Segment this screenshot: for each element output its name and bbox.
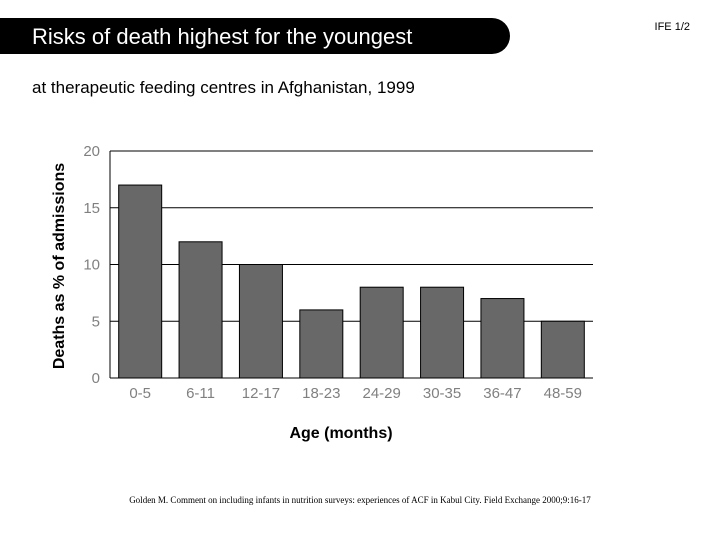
title-bar xyxy=(0,18,510,54)
bar-0-5 xyxy=(118,184,163,379)
chart-subtitle: at therapeutic feeding centres in Afghan… xyxy=(32,78,415,97)
x-tick-labels: 0-5 6-11 12-17 18-23 24-29 30-35 36-47 48-59 xyxy=(129,385,582,402)
y-tick-label: 0 xyxy=(92,370,100,387)
x-tick-label: 24-29 xyxy=(363,385,401,402)
x-tick-label: 18-23 xyxy=(302,385,340,402)
x-tick-label: 6-11 xyxy=(186,385,215,402)
bars xyxy=(118,184,585,379)
x-tick-label: 0-5 xyxy=(129,385,151,402)
x-tick-label: 48-59 xyxy=(544,385,582,402)
x-tick-label: 30-35 xyxy=(423,385,461,402)
bar-24-29 xyxy=(359,286,404,379)
x-tick-label: 36-47 xyxy=(483,385,521,402)
source-citation: Golden M. Comment on including infants i… xyxy=(129,495,591,505)
y-tick-label: 5 xyxy=(92,313,100,330)
page-title: Risks of death highest for the youngest xyxy=(32,24,413,49)
bar-12-17 xyxy=(238,264,283,379)
y-tick-label: 10 xyxy=(83,257,100,274)
bar-30-35 xyxy=(420,286,465,379)
y-axis-label: Deaths as % of admissions xyxy=(51,162,68,370)
slide-id: IFE 1/2 xyxy=(654,21,690,33)
y-tick-label: 20 xyxy=(83,143,100,160)
bar-48-59 xyxy=(540,320,585,379)
bar-18-23 xyxy=(299,309,344,379)
bar-36-47 xyxy=(480,298,525,379)
bar-6-11 xyxy=(178,241,223,379)
y-tick-labels: 0 5 10 15 20 xyxy=(83,143,100,387)
x-axis-label: Age (months) xyxy=(289,425,393,442)
y-tick-label: 15 xyxy=(83,200,100,217)
x-tick-label: 12-17 xyxy=(242,385,280,402)
